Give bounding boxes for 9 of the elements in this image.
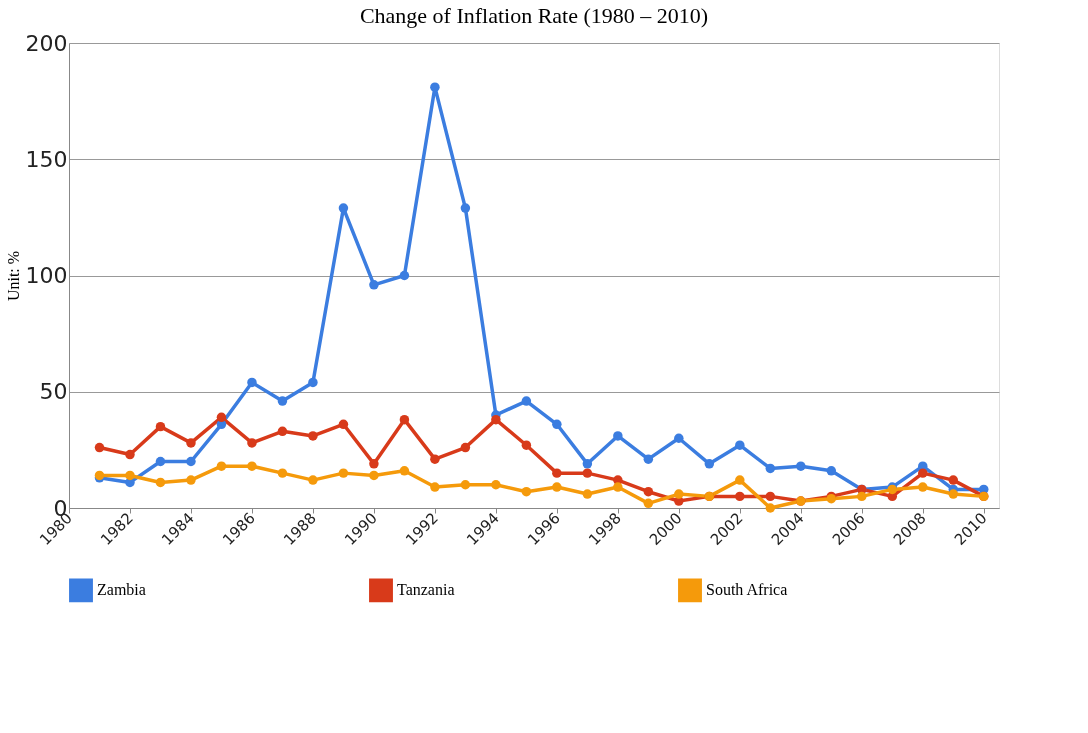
legend-label: Zambia xyxy=(97,581,146,599)
legend-label: South Africa xyxy=(706,581,788,599)
y-tick-label: 100 xyxy=(25,263,68,288)
y-axis-title: Unit: % xyxy=(4,250,22,302)
chart-title: Change of Inflation Rate (1980 – 2010) xyxy=(359,3,709,28)
legend-label: Tanzania xyxy=(397,581,455,599)
y-tick-label: 150 xyxy=(25,146,68,172)
y-tick-label: 200 xyxy=(25,30,68,56)
y-tick-label: 50 xyxy=(39,379,68,405)
